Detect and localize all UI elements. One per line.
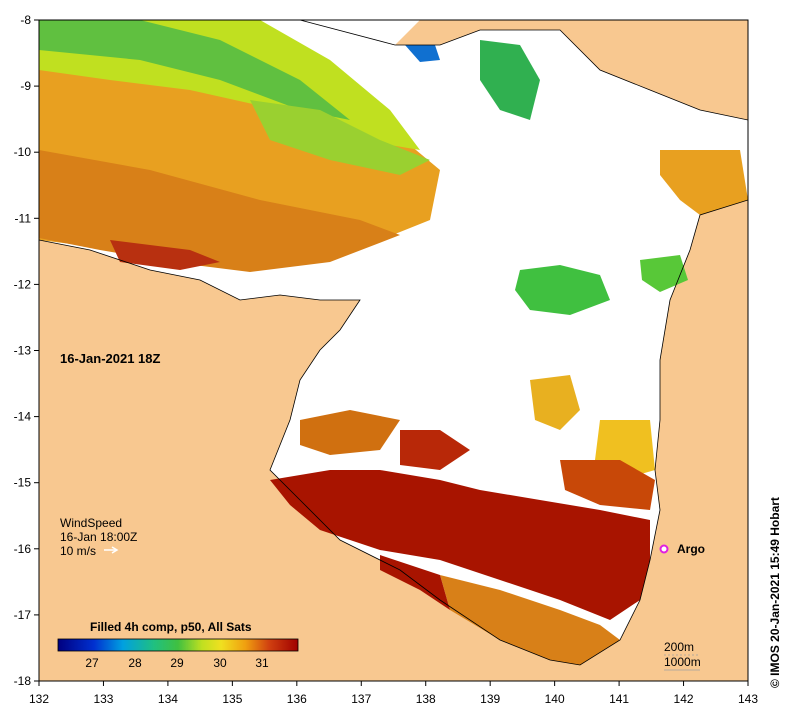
x-tick-label: 142 — [674, 692, 694, 706]
wind-time: 16-Jan 18:00Z — [60, 530, 137, 544]
colorbar-tick-label: 27 — [85, 656, 99, 670]
y-axis: -8 -9 -10 -11 -12 -13 -14 -15 -16 -17 -18 — [14, 13, 39, 688]
colorbar-tick-label: 31 — [255, 656, 269, 670]
colorbar-title: Filled 4h comp, p50, All Sats — [90, 620, 252, 634]
y-tick-label: -17 — [14, 608, 32, 622]
contour-legend: 200m 1000m — [664, 640, 701, 671]
x-tick-label: 139 — [480, 692, 500, 706]
argo-label: Argo — [677, 542, 705, 556]
colorbar-tick-label: 29 — [170, 656, 184, 670]
wind-arrow-icon — [104, 546, 119, 554]
coastline — [39, 199, 748, 666]
y-tick-label: -10 — [14, 145, 32, 159]
x-tick-label: 136 — [287, 692, 307, 706]
colorbar-tick-label: 30 — [213, 656, 227, 670]
x-tick-label: 133 — [93, 692, 113, 706]
x-tick-label: 140 — [545, 692, 565, 706]
wind-title: WindSpeed — [60, 516, 122, 530]
date-label: 16-Jan-2021 18Z — [60, 351, 161, 366]
argo-float-marker: Argo — [659, 542, 705, 556]
x-tick-label: 143 — [738, 692, 758, 706]
y-tick-label: -13 — [14, 344, 32, 358]
y-tick-label: -12 — [14, 277, 32, 291]
colorbar-tick-label: 28 — [128, 656, 142, 670]
sst-data — [39, 20, 748, 665]
wind-scale: 10 m/s — [60, 544, 96, 558]
credit-text: © IMOS 20-Jan-2021 15:49 Hobart — [768, 497, 782, 688]
x-tick-label: 132 — [29, 692, 49, 706]
x-tick-label: 134 — [158, 692, 178, 706]
colorbar-gradient — [57, 638, 299, 652]
x-tick-label: 135 — [222, 692, 242, 706]
y-tick-label: -11 — [15, 211, 32, 225]
y-tick-label: -14 — [14, 410, 32, 424]
x-tick-label: 138 — [416, 692, 436, 706]
colorbar: Filled 4h comp, p50, All Sats 27 28 29 30 31 — [57, 620, 299, 670]
y-tick-label: -18 — [14, 674, 32, 688]
y-tick-label: -9 — [20, 79, 31, 93]
y-tick-label: -8 — [20, 13, 31, 27]
y-tick-label: -16 — [14, 542, 32, 556]
contour-1000-label: 1000m — [664, 655, 701, 669]
contour-200-label: 200m — [664, 640, 694, 654]
x-axis: 132 133 134 135 136 137 138 139 140 141 142 143 — [29, 681, 758, 706]
x-tick-label: 137 — [351, 692, 371, 706]
x-tick-label: 141 — [609, 692, 629, 706]
y-tick-label: -15 — [14, 476, 32, 490]
